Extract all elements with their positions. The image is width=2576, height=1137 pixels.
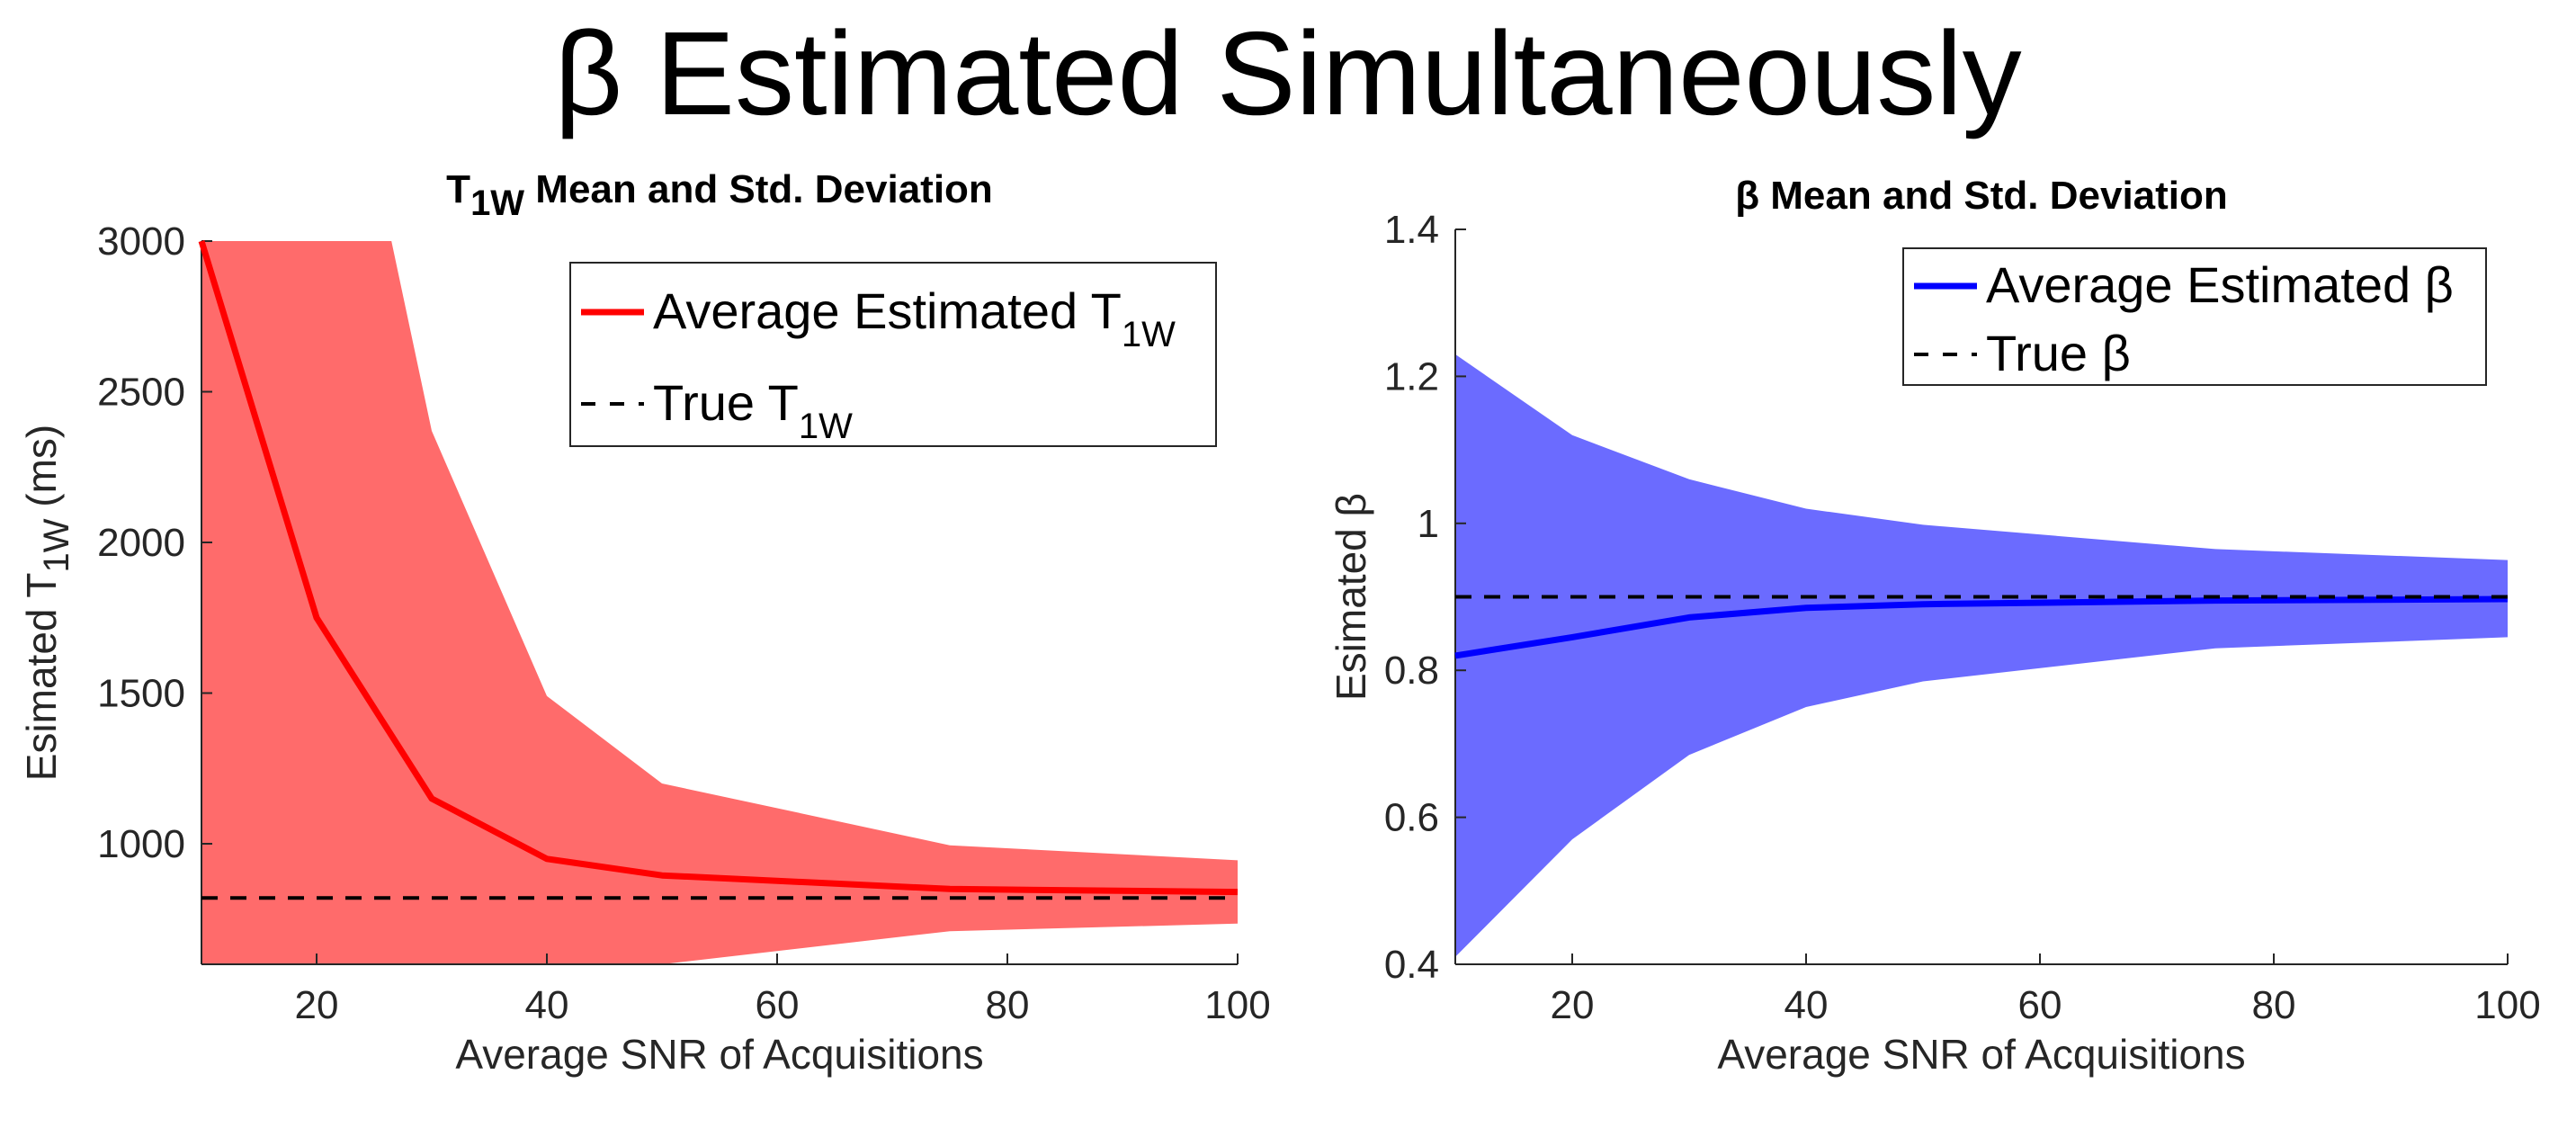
chart1-std-band [201, 241, 1238, 964]
chart2-x-tick-label: 20 [1551, 983, 1595, 1027]
chart1-panel-title: T1W Mean and Std. Deviation [446, 167, 993, 223]
chart1-x-tick-label: 100 [1204, 983, 1270, 1027]
chart2-legend-box [1902, 247, 2487, 386]
chart1-legend-label-sub: 1W [1122, 315, 1176, 354]
chart1-panel-title-main: T [446, 167, 470, 211]
chart1-legend-label-main: True T [653, 374, 799, 431]
chart1-x-tick-label: 80 [986, 983, 1030, 1027]
chart1-panel-title-rest: Mean and Std. Deviation [524, 167, 993, 211]
chart1-legend-label: Average Estimated T1W [653, 282, 1176, 354]
chart2-std-band [1455, 354, 2508, 957]
chart2-y-tick-label: 1.4 [1384, 208, 1439, 252]
chart2-legend: Average Estimated β True β [1902, 247, 2487, 386]
chart1-y-tick-label: 2000 [97, 521, 185, 565]
chart2-average-estimate-line [1454, 595, 2509, 659]
chart1-average-estimate-line [198, 239, 1239, 896]
chart1-x-axis-label: Average SNR of Acquisitions [455, 1031, 983, 1078]
chart1-y-axis-label: Esimated T1W (ms) [18, 425, 76, 782]
chart1-legend-label: True T1W [653, 374, 853, 446]
chart1-y-tick-label: 3000 [97, 219, 185, 264]
chart2-panel-title-main: β [1735, 174, 1759, 218]
chart2-panel-title: β Mean and Std. Deviation [1735, 174, 2228, 218]
chart2-legend-label-main: Average Estimated β [1986, 256, 2454, 313]
chart2-y-tick-label: 1.2 [1384, 354, 1439, 398]
chart1-legend-box [569, 262, 1217, 447]
chart1-x-tick-label: 60 [756, 983, 800, 1027]
chart1-legend-label-main: Average Estimated T [653, 282, 1122, 339]
chart2-x-tick-label: 100 [2474, 983, 2540, 1027]
chart2-x-axis-label: Average SNR of Acquisitions [1717, 1031, 2245, 1078]
chart2-panel-title-rest: Mean and Std. Deviation [1759, 174, 2228, 218]
chart1-panel-title-sub: 1W [470, 184, 524, 223]
chart2-legend-label: True β [1986, 325, 2131, 381]
chart2-x-tick-label: 60 [2018, 983, 2062, 1027]
chart1-y-axis-label-rest: (ms) [18, 425, 65, 519]
chart2-x-tick-label: 80 [2252, 983, 2296, 1027]
chart1-x-tick-label: 20 [295, 983, 339, 1027]
chart2-y-axis-label-main: Esimated β [1328, 493, 1374, 701]
chart1-y-tick-label: 1000 [97, 822, 185, 866]
chart2-group: 20 40 60 80 100 0.4 0.6 0.8 1 1.2 1.4 β Mean and St… [1328, 174, 2541, 1078]
chart2-y-tick-label: 0.8 [1384, 649, 1439, 693]
chart1-y-axis-label-sub: 1W [37, 518, 76, 572]
chart2-y-axis-label: Esimated β [1328, 493, 1374, 701]
chart2-y-tick-label: 1 [1418, 502, 1439, 546]
chart2-legend-label: Average Estimated β [1986, 256, 2454, 313]
chart2-x-tick-label: 40 [1784, 983, 1829, 1027]
chart2-y-tick-label: 0.6 [1384, 796, 1439, 840]
chart1-y-tick-label: 2500 [97, 371, 185, 415]
chart1-y-tick-label: 1500 [97, 672, 185, 716]
chart2-legend-label-main: True β [1986, 325, 2131, 381]
chart1-legend-label-sub: 1W [799, 407, 853, 446]
chart2-y-tick-label: 0.4 [1384, 943, 1439, 987]
chart1-y-axis-label-main: Esimated T [18, 572, 65, 781]
main-title: β Estimated Simultaneously [554, 7, 2022, 139]
chart1-x-tick-label: 40 [525, 983, 569, 1027]
